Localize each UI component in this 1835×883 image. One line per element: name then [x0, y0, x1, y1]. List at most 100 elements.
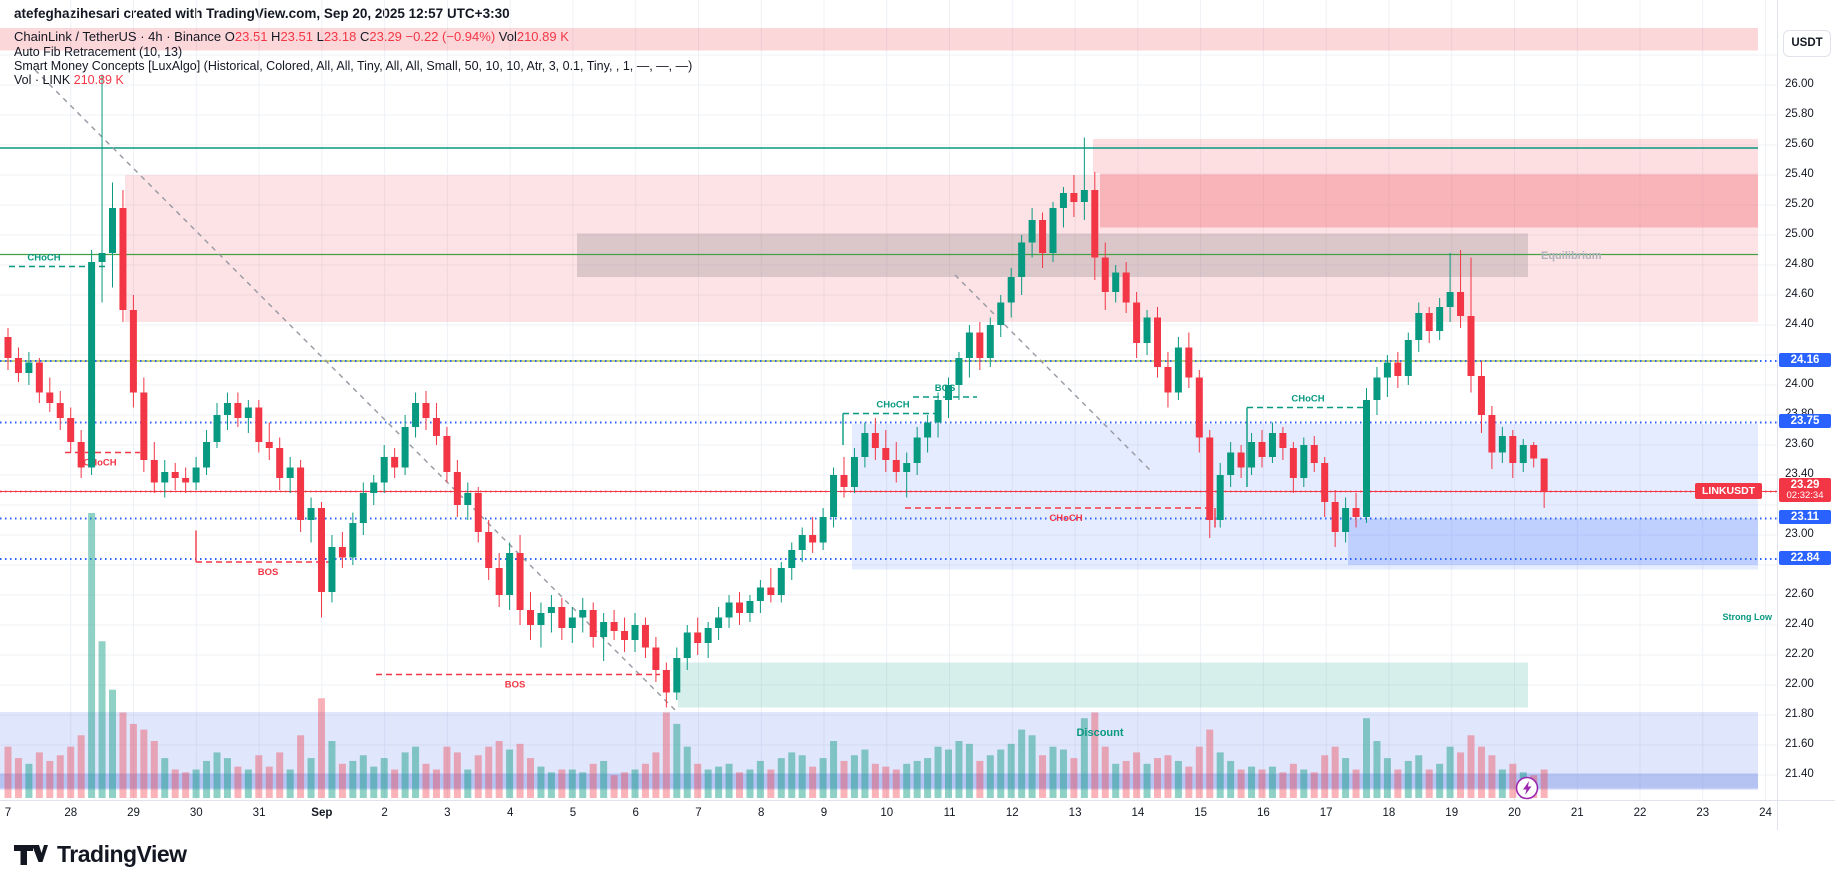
zone-discount-band-core	[0, 773, 1758, 789]
legend-text: O	[221, 29, 235, 44]
legend-text: 23.29	[369, 29, 402, 44]
price-tick: 25.40	[1785, 168, 1814, 180]
legend-symbol-row[interactable]: ChainLink / TetherUS · 4h · Binance O23.…	[14, 29, 569, 44]
date-tick: 8	[758, 807, 765, 819]
zone-label: Equilibrium	[1541, 250, 1602, 262]
date-axis[interactable]: 7 28 29 30 31 Sep 2 3 4 5 6 7 8 9 10 11 12 13 14 15 16 17 18 19…	[0, 801, 1777, 829]
price-tick: 21.80	[1785, 708, 1814, 720]
zone-supply-a	[1093, 139, 1758, 174]
legend-text: 23.18	[323, 29, 357, 44]
price-tick: 24.40	[1785, 318, 1814, 330]
date-tick: 9	[820, 807, 828, 819]
legend-text: Vol	[495, 29, 517, 44]
legend-text: 210.89 K	[516, 29, 569, 44]
legend-text: Vol · LINK	[14, 73, 74, 87]
legend-text: H	[267, 29, 281, 44]
zone-supply-c	[125, 175, 1758, 322]
tradingview-logo-icon	[14, 845, 48, 865]
tradingview-logo[interactable]: TradingView	[12, 836, 187, 872]
price-tick: 24.00	[1785, 378, 1814, 390]
zone-label: Discount	[1076, 727, 1123, 739]
date-tick: 12	[1005, 807, 1019, 819]
date-tick: 19	[1445, 807, 1459, 819]
bar-countdown: 02:32:34	[1786, 489, 1824, 501]
structure-label: CHoCH	[27, 253, 60, 264]
zone-premium-strip	[0, 28, 1758, 51]
price-tick: 21.60	[1785, 738, 1814, 750]
structure-label: BOS	[505, 680, 526, 691]
axis-separator-horizontal	[0, 800, 1835, 801]
level-price-badge: 24.16	[1779, 352, 1831, 367]
volume-bars	[4, 513, 1548, 798]
price-tick: 23.60	[1785, 438, 1814, 450]
date-tick: 24	[1759, 807, 1772, 819]
date-tick: 22	[1633, 807, 1647, 819]
date-tick: 11	[943, 807, 956, 819]
smc-zones	[0, 28, 1758, 790]
axis-separator-vertical	[1777, 0, 1778, 830]
price-tick: 22.60	[1785, 588, 1814, 600]
date-tick: 29	[127, 807, 140, 819]
legend-text: ChainLink / TetherUS · 4h · Binance	[14, 29, 222, 44]
price-tick: 22.20	[1785, 648, 1814, 660]
date-tick: 2	[381, 807, 388, 819]
date-tick: 7	[4, 807, 12, 819]
structure-label: CHoCH	[1049, 513, 1082, 524]
price-tick: 23.40	[1785, 468, 1814, 480]
date-tick: 20	[1508, 807, 1521, 819]
price-tick: 25.80	[1785, 108, 1814, 120]
legend-text: −0.22 (−0.94%)	[401, 29, 496, 44]
legend-text: 23.51	[280, 29, 313, 44]
price-tick: 23.00	[1785, 528, 1814, 540]
zone-labels: Equilibrium Discount Strong Low	[1076, 250, 1773, 739]
date-tick: 3	[444, 807, 451, 819]
attribution-text: atefeghazihesari created with TradingVie…	[14, 6, 510, 21]
price-tick: 25.20	[1785, 198, 1814, 210]
level-price-badge: 23.75	[1779, 414, 1831, 428]
date-tick: 7	[695, 807, 702, 819]
level-price-badge: 22.84	[1779, 550, 1831, 565]
date-tick: 13	[1068, 807, 1082, 819]
structure-label: CHoCH	[83, 458, 116, 469]
price-tick: 21.40	[1785, 768, 1814, 780]
legend-smc-row[interactable]: Smart Money Concepts [LuxAlgo] (Historic…	[14, 59, 693, 73]
date-tick: 4	[506, 807, 514, 819]
price-levels	[0, 147, 1777, 560]
candles	[4, 74, 1548, 708]
zone-supply-b	[1100, 173, 1758, 228]
legend-autofib-row[interactable]: Auto Fib Retracement (10, 13)	[14, 45, 183, 59]
date-tick: 28	[64, 807, 78, 819]
price-tick: 24.60	[1785, 288, 1814, 300]
zone-label: Strong Low	[1723, 612, 1773, 622]
zone-discount-band	[0, 712, 1758, 790]
date-tick: 23	[1696, 807, 1710, 819]
instant-trade-icon[interactable]	[1515, 776, 1539, 800]
legend-text: 23.51	[234, 29, 268, 44]
zone-demand-dark	[1348, 518, 1758, 565]
date-tick: 17	[1319, 807, 1333, 819]
date-tick: 6	[632, 807, 639, 819]
date-tick: 30	[189, 807, 203, 819]
tradingview-wordmark: TradingView	[57, 840, 187, 867]
legend-volume-row[interactable]: Vol · LINK 210.89 K	[14, 73, 124, 87]
date-tick: Sep	[311, 807, 333, 819]
structure-label: CHoCH	[1291, 394, 1324, 405]
price-tick: 26.00	[1785, 78, 1814, 90]
price-tick: 22.40	[1785, 618, 1814, 630]
fib-trendlines	[34, 69, 1151, 711]
symbol-price-tag: LINKUSDT	[1695, 482, 1763, 499]
structure-label: CHoCH	[876, 400, 909, 411]
price-tick: 24.80	[1785, 258, 1814, 270]
legend-text: 210.89 K	[73, 73, 124, 87]
legend-text: C	[356, 29, 370, 44]
date-tick: 5	[569, 807, 577, 819]
date-tick: 31	[252, 807, 266, 819]
date-tick: 14	[1131, 807, 1145, 819]
currency-toggle-button[interactable]: USDT	[1783, 30, 1831, 57]
level-price-badge: 23.11	[1779, 510, 1831, 524]
price-tick: 25.60	[1785, 138, 1814, 150]
structure-label: BOS	[258, 567, 279, 578]
price-axis[interactable]: USDT 26.00 25.80 25.60 25.40 25.20 25.00 24.80…	[1777, 0, 1835, 800]
